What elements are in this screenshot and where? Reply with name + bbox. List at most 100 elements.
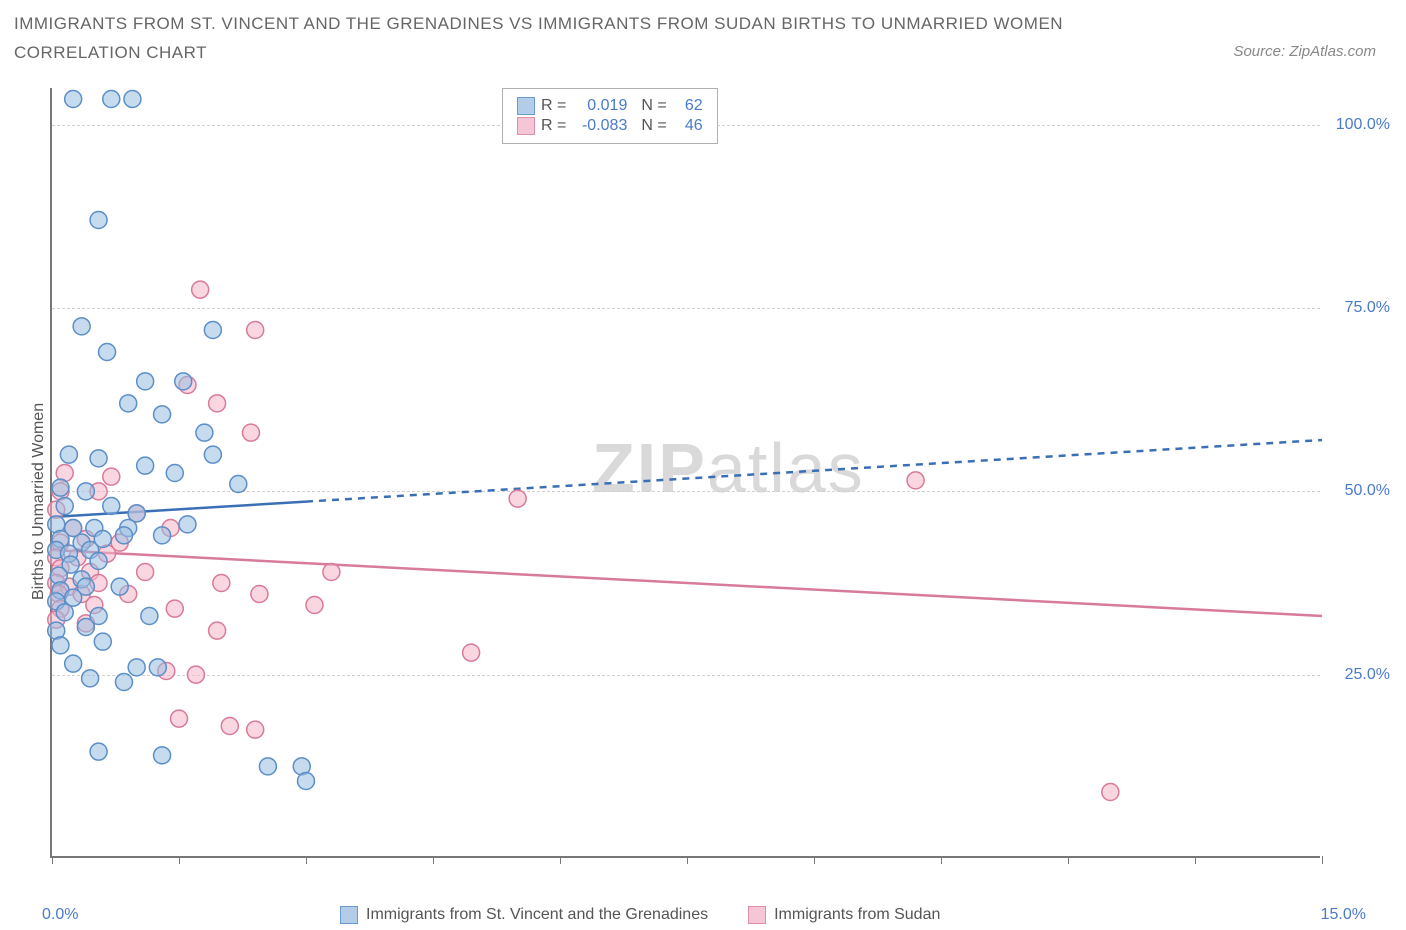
data-point [149, 659, 166, 676]
data-point [259, 758, 276, 775]
data-point [166, 600, 183, 617]
data-point [230, 476, 247, 493]
data-point [209, 622, 226, 639]
data-point [187, 666, 204, 683]
data-point [77, 483, 94, 500]
data-point [60, 446, 77, 463]
legend-row-pink: R = -0.083 N = 46 [517, 117, 703, 135]
trend-line-solid [52, 550, 1322, 616]
x-tick [1322, 856, 1323, 864]
r-value-pink: -0.083 [572, 117, 627, 135]
data-point [192, 281, 209, 298]
data-point [1102, 784, 1119, 801]
source-attribution: Source: ZipAtlas.com [1233, 43, 1376, 60]
data-point [73, 318, 90, 335]
x-tick [179, 856, 180, 864]
x-tick [814, 856, 815, 864]
data-point [209, 395, 226, 412]
n-label: N = [641, 97, 666, 115]
data-point [65, 655, 82, 672]
chart-svg [52, 88, 1320, 856]
x-tick-label-max: 15.0% [1321, 906, 1366, 924]
data-point [90, 450, 107, 467]
n-value-blue: 62 [673, 97, 703, 115]
data-point [65, 91, 82, 108]
data-point [99, 344, 116, 361]
data-point [141, 608, 158, 625]
legend-label-pink: Immigrants from Sudan [774, 906, 940, 924]
data-point [251, 586, 268, 603]
data-point [137, 373, 154, 390]
swatch-blue [340, 906, 358, 924]
chart-title-line1: IMMIGRANTS FROM ST. VINCENT AND THE GREN… [14, 14, 1063, 34]
data-point [247, 322, 264, 339]
data-point [115, 674, 132, 691]
data-point [56, 498, 73, 515]
data-point [242, 424, 259, 441]
data-point [56, 604, 73, 621]
y-tick-label: 100.0% [1336, 116, 1390, 134]
data-point [509, 490, 526, 507]
x-tick [687, 856, 688, 864]
r-label: R = [541, 97, 566, 115]
x-tick-label-min: 0.0% [42, 906, 78, 924]
data-point [247, 721, 264, 738]
data-point [103, 498, 120, 515]
y-tick-label: 25.0% [1345, 666, 1390, 684]
data-point [154, 406, 171, 423]
data-point [52, 479, 69, 496]
data-point [463, 644, 480, 661]
data-point [90, 212, 107, 229]
data-point [103, 91, 120, 108]
data-point [103, 468, 120, 485]
data-point [204, 322, 221, 339]
legend-label-blue: Immigrants from St. Vincent and the Gren… [366, 906, 708, 924]
y-tick-label: 50.0% [1345, 482, 1390, 500]
data-point [907, 472, 924, 489]
data-point [179, 516, 196, 533]
data-point [128, 659, 145, 676]
data-point [82, 670, 99, 687]
n-value-pink: 46 [673, 117, 703, 135]
data-point [213, 575, 230, 592]
data-point [323, 564, 340, 581]
x-tick [52, 856, 53, 864]
y-tick-label: 75.0% [1345, 299, 1390, 317]
data-point [94, 633, 111, 650]
legend-item-blue: Immigrants from St. Vincent and the Gren… [340, 906, 708, 924]
plot-area: ZIPatlas R = 0.019 N = 62 R = -0.083 N =… [50, 88, 1320, 858]
data-point [298, 773, 315, 790]
swatch-pink [748, 906, 766, 924]
data-point [137, 564, 154, 581]
legend-row-blue: R = 0.019 N = 62 [517, 97, 703, 115]
legend-item-pink: Immigrants from Sudan [748, 906, 940, 924]
correlation-legend: R = 0.019 N = 62 R = -0.083 N = 46 [502, 88, 718, 144]
chart-title-line2: CORRELATION CHART [14, 43, 207, 63]
data-point [115, 527, 132, 544]
x-tick [560, 856, 561, 864]
x-tick [1195, 856, 1196, 864]
data-point [196, 424, 213, 441]
y-axis-label: Births to Unmarried Women [30, 403, 48, 600]
r-value-blue: 0.019 [572, 97, 627, 115]
data-point [306, 597, 323, 614]
data-point [111, 578, 128, 595]
data-point [166, 465, 183, 482]
data-point [52, 637, 69, 654]
swatch-blue [517, 97, 535, 115]
data-point [124, 91, 141, 108]
r-label: R = [541, 117, 566, 135]
trend-line-dashed [306, 440, 1322, 502]
x-tick [941, 856, 942, 864]
x-tick [1068, 856, 1069, 864]
trend-line-solid [52, 502, 306, 517]
data-point [90, 743, 107, 760]
data-point [154, 527, 171, 544]
data-point [90, 553, 107, 570]
swatch-pink [517, 117, 535, 135]
data-point [77, 619, 94, 636]
data-point [120, 395, 137, 412]
data-point [137, 457, 154, 474]
series-legend: Immigrants from St. Vincent and the Gren… [340, 906, 940, 924]
data-point [204, 446, 221, 463]
